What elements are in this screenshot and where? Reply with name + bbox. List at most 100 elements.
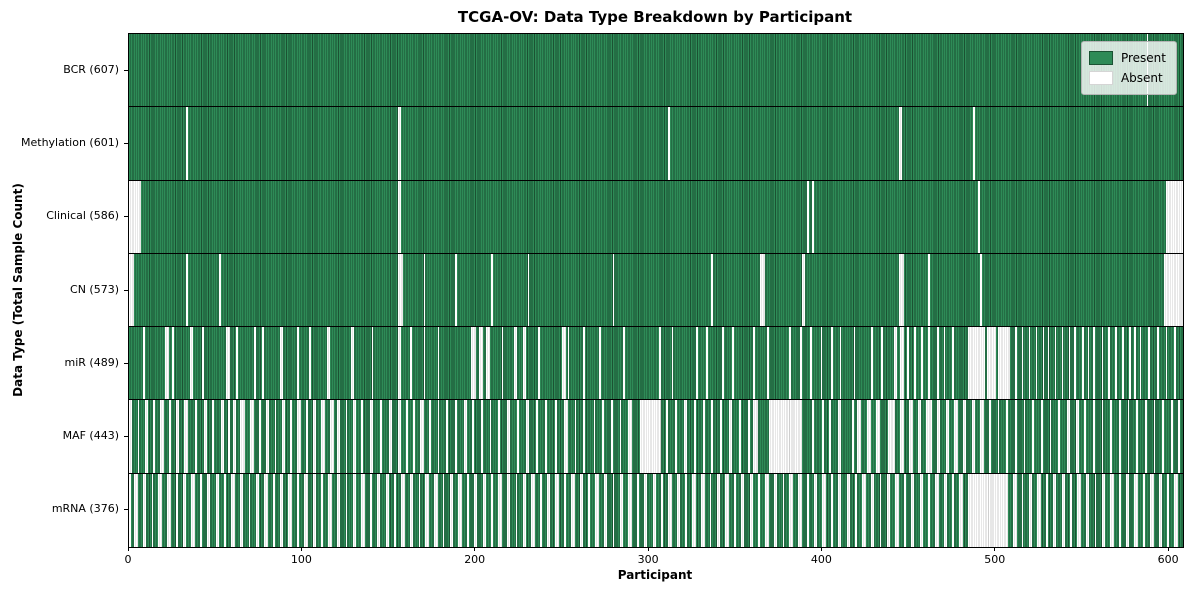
row-mrna <box>129 473 1183 547</box>
absent-mark <box>612 473 615 547</box>
absent-mark <box>813 473 818 547</box>
x-tick-mark <box>300 547 302 551</box>
absent-mark <box>409 473 414 547</box>
absent-mark <box>867 400 871 473</box>
absent-mark <box>279 327 284 400</box>
absent-mark <box>219 253 221 327</box>
absent-mark <box>739 400 741 473</box>
absent-mark <box>628 400 632 473</box>
x-tick-label: 0 <box>124 553 132 566</box>
absent-mark <box>203 400 207 473</box>
absent-mark <box>1085 473 1090 547</box>
absent-mark <box>765 473 769 547</box>
absent-mark <box>1122 327 1125 400</box>
absent-mark <box>546 473 551 547</box>
absent-mark <box>470 327 476 400</box>
row-methylation <box>129 107 1183 181</box>
absent-mark <box>959 473 963 547</box>
absent-mark <box>446 400 448 473</box>
absent-mark <box>321 473 324 547</box>
absent-mark <box>853 327 856 400</box>
absent-mark <box>1165 327 1168 400</box>
y-tick-mark <box>124 69 128 71</box>
absent-mark <box>1118 473 1121 547</box>
absent-mark <box>907 327 910 400</box>
legend-label-absent: Absent <box>1120 71 1163 85</box>
absent-mark <box>1134 327 1137 400</box>
absent-mark <box>449 473 454 547</box>
absent-mark <box>1134 473 1138 547</box>
absent-mark <box>1061 327 1064 400</box>
absent-mark <box>330 400 334 473</box>
absent-mark <box>928 327 930 400</box>
absent-mark <box>1073 327 1076 400</box>
absent-mark <box>1052 473 1057 547</box>
absent-mark <box>914 327 917 400</box>
absent-mark <box>297 327 299 400</box>
absent-mark <box>619 473 624 547</box>
y-tick-mark <box>124 436 128 438</box>
absent-mark <box>1075 400 1079 473</box>
absent-mark <box>806 180 809 253</box>
absent-mark <box>531 473 535 547</box>
absent-mark <box>838 473 842 547</box>
absent-mark <box>812 400 814 473</box>
absent-mark <box>789 327 792 400</box>
absent-mark <box>740 473 745 547</box>
x-tick-mark <box>647 547 649 551</box>
absent-mark <box>799 327 802 400</box>
absent-mark <box>1174 327 1177 400</box>
absent-mark <box>207 473 211 547</box>
absent-mark <box>1158 473 1163 547</box>
absent-mark <box>1023 400 1026 473</box>
absent-mark <box>253 327 256 400</box>
absent-mark <box>420 400 424 473</box>
absent-mark <box>1144 400 1147 473</box>
absent-mark <box>952 473 955 547</box>
absent-mark <box>936 327 939 400</box>
absent-mark <box>1110 400 1112 473</box>
absent-mark <box>239 473 244 547</box>
absent-mark <box>1035 327 1038 400</box>
absent-mark <box>1101 400 1104 473</box>
absent-mark <box>1082 327 1085 400</box>
absent-mark <box>888 400 896 473</box>
absent-mark <box>1125 473 1130 547</box>
absent-mark <box>619 400 622 473</box>
absent-mark <box>1087 327 1090 400</box>
absent-mark <box>239 400 246 473</box>
absent-mark <box>564 400 568 473</box>
absent-mark <box>980 253 982 327</box>
absent-mark <box>936 400 941 473</box>
x-tick-mark <box>474 547 476 551</box>
legend-label-present: Present <box>1120 51 1166 65</box>
absent-mark <box>158 473 162 547</box>
absent-mark <box>501 327 504 400</box>
absent-mark <box>668 473 672 547</box>
absent-mark <box>129 253 135 327</box>
absent-mark <box>945 400 949 473</box>
absent-mark <box>952 327 955 400</box>
absent-mark <box>801 253 806 327</box>
absent-mark <box>165 327 169 400</box>
absent-mark <box>701 473 705 547</box>
absent-mark <box>898 107 903 180</box>
absent-mark <box>943 327 946 400</box>
absent-mark <box>498 400 500 473</box>
absent-mark <box>1148 327 1151 400</box>
absent-mark <box>870 473 875 547</box>
absent-mark <box>555 473 559 547</box>
absent-mark <box>186 253 188 327</box>
absent-mark <box>371 327 374 400</box>
absent-mark <box>454 400 457 473</box>
absent-mark <box>250 400 254 473</box>
absent-mark <box>236 327 239 400</box>
absent-mark <box>1028 327 1031 400</box>
absent-mark <box>1014 400 1017 473</box>
absent-mark <box>782 473 785 547</box>
absent-mark <box>583 327 585 400</box>
absent-mark <box>876 400 880 473</box>
absent-mark <box>212 400 214 473</box>
absent-mark <box>753 327 755 400</box>
absent-mark <box>522 327 526 400</box>
